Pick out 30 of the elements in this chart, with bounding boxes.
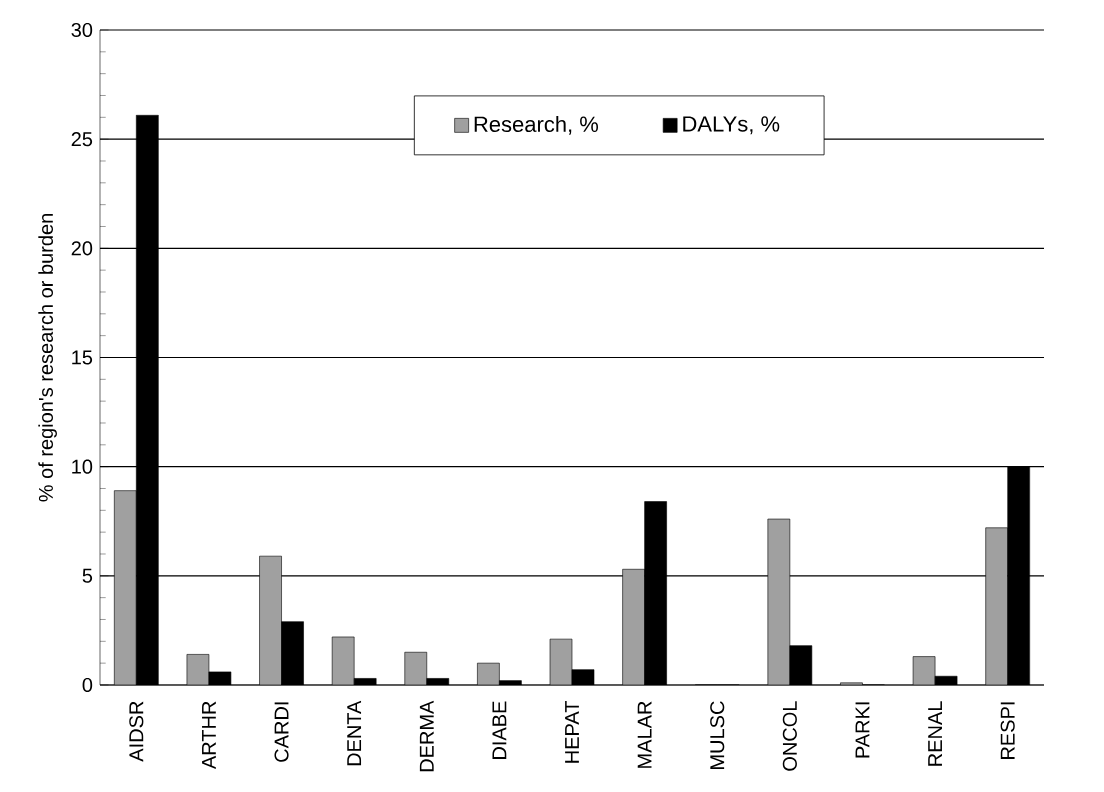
y-tick-label: 0 [82,677,93,693]
bar [622,569,645,685]
x-tick-label: DENTA [347,700,362,766]
x-tick-label: PARKI [855,702,870,758]
y-tick-label: 10 [72,459,93,474]
x-tick-label: HEPAT [565,701,579,763]
x-tick-label: ARTHR [202,701,216,770]
y-tick-label: 5 [82,568,93,583]
y-axis-title: % of region's research or burden [38,214,57,502]
x-tick-label: CARDI [274,702,289,762]
x-tick-label: RENAL [928,701,942,766]
bar [332,636,355,685]
x-tick-label: MULSC [710,701,725,769]
x-tick-label: DIABE [492,701,507,759]
legend-label: Research, % [474,115,599,135]
x-tick-label: ONCOL [782,701,797,771]
bar [985,527,1008,685]
x-tick-label: AIDSR [129,701,144,762]
y-tick-label: 15 [72,350,93,365]
legend-label: DALYs, % [683,116,780,135]
x-tick-label: DERMA [419,700,434,772]
y-tick-label: 25 [71,132,93,147]
bar [404,652,427,685]
x-tick-label: RESPI [1000,702,1015,759]
bar [767,519,790,685]
y-tick-label: 20 [71,241,93,256]
bar [259,556,282,685]
y-tick-label: 30 [71,22,93,38]
x-tick-label: MALAR [637,701,652,768]
bar [114,490,137,685]
